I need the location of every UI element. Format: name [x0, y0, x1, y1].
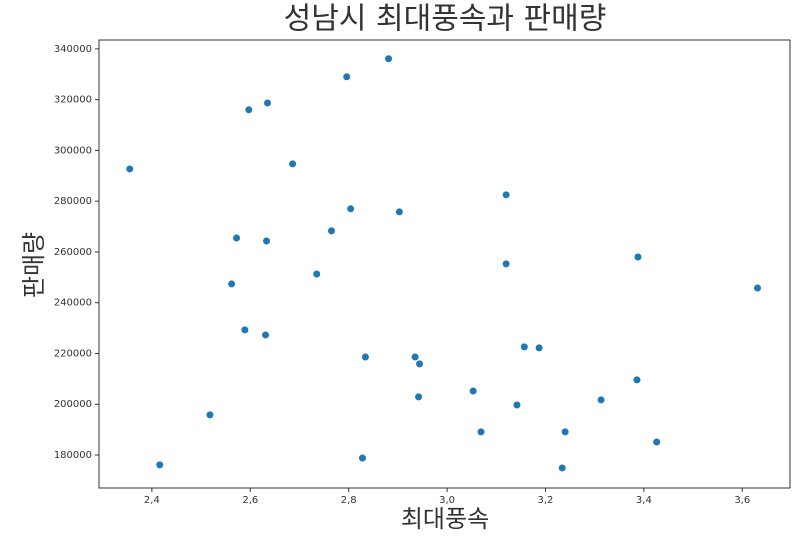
scatter-point — [327, 227, 335, 235]
x-tick-label: 3,0 — [439, 495, 455, 506]
x-tick-label: 2,8 — [341, 495, 357, 506]
scatter-point — [561, 428, 569, 436]
scatter-point — [228, 280, 236, 288]
y-tick-label: 180000 — [54, 450, 92, 461]
scatter-point — [263, 237, 271, 245]
scatter-point — [241, 326, 249, 334]
scatter-point — [264, 99, 272, 107]
scatter-point — [395, 208, 403, 216]
scatter-point — [206, 411, 214, 419]
scatter-point — [156, 461, 164, 469]
scatter-point — [416, 360, 424, 368]
scatter-point — [558, 464, 566, 472]
x-axis-label: 최대풍속 — [401, 505, 489, 533]
scatter-point — [513, 401, 521, 409]
scatter-point — [520, 343, 528, 351]
scatter-point — [597, 396, 605, 404]
plot-frame — [98, 39, 791, 489]
scatter-point — [469, 387, 477, 395]
x-tick-label: 3,6 — [734, 495, 750, 506]
y-tick-label: 220000 — [54, 348, 92, 359]
scatter-point — [245, 106, 253, 114]
scatter-point — [477, 428, 485, 436]
y-tick-label: 260000 — [54, 247, 92, 258]
scatter-point — [633, 376, 641, 384]
scatter-point — [313, 270, 321, 278]
scatter-point — [535, 344, 543, 352]
chart-title: 성남시 최대풍속과 판매량 — [284, 2, 607, 37]
y-tick-label: 200000 — [54, 399, 92, 410]
scatter-point — [634, 253, 642, 261]
y-axis-label: 판매량 — [20, 232, 48, 298]
y-tick-label: 240000 — [54, 298, 92, 309]
y-tick-label: 280000 — [54, 196, 92, 207]
scatter-point — [653, 438, 661, 446]
y-tick-label: 320000 — [54, 95, 92, 106]
scatter-point — [502, 260, 510, 268]
x-tick-label: 2,4 — [144, 495, 160, 506]
scatter-point — [385, 55, 393, 63]
scatter-point — [262, 331, 270, 339]
scatter-point — [126, 165, 134, 173]
scatter-point — [347, 205, 355, 213]
scatter-point — [343, 73, 351, 81]
scatter-point — [233, 234, 241, 242]
scatter-point — [754, 284, 762, 292]
scatter-point — [358, 454, 366, 462]
y-tick-label: 300000 — [54, 145, 92, 156]
x-tick-label: 2,6 — [242, 495, 258, 506]
scatter-point — [411, 353, 419, 361]
scatter-point — [289, 160, 297, 168]
scatter-point — [502, 191, 510, 199]
scatter-point — [361, 353, 369, 361]
scatter-point — [415, 393, 423, 401]
y-tick-label: 340000 — [54, 44, 92, 55]
x-tick-label: 3,4 — [636, 495, 652, 506]
x-tick-label: 3,2 — [538, 495, 554, 506]
